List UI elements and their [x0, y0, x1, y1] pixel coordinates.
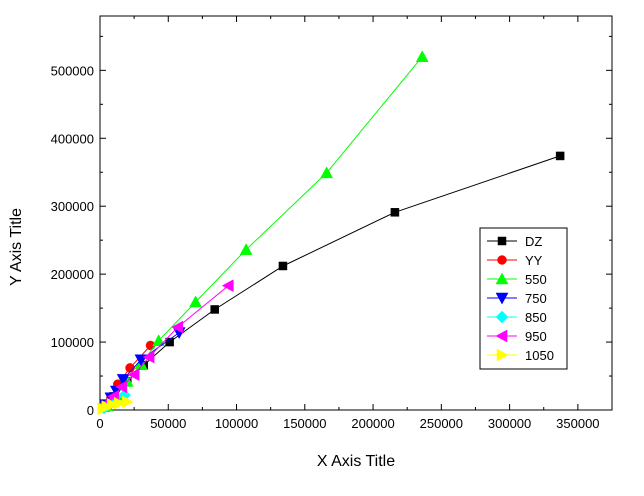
legend-marker [495, 292, 509, 305]
legend-label: 850 [525, 310, 547, 325]
data-point [116, 374, 130, 386]
legend-item: 1050 [487, 348, 554, 363]
x-tick-label: 300000 [488, 416, 531, 431]
data-point [278, 261, 288, 271]
data-point [239, 243, 253, 255]
legend-item: YY [487, 253, 543, 268]
plot-border [99, 15, 613, 411]
legend-label: DZ [525, 234, 542, 249]
y-tick-label: 0 [87, 403, 94, 418]
data-point [210, 305, 219, 314]
series-layer [97, 50, 565, 416]
y-tick-label: 400000 [51, 131, 94, 146]
legend-marker [497, 236, 507, 246]
data-point [221, 279, 234, 293]
data-point [171, 320, 184, 334]
data-point [122, 395, 134, 409]
x-tick-label: 200000 [351, 416, 394, 431]
y-tick-label: 500000 [51, 63, 94, 78]
legend-label: 750 [525, 291, 547, 306]
y-axis-title: Y Axis Title [8, 208, 25, 286]
data-point [142, 350, 155, 364]
legend-label: 550 [525, 272, 547, 287]
data-point [555, 151, 565, 161]
x-tick-label: 50000 [150, 416, 186, 431]
x-tick-label: 0 [96, 416, 103, 431]
legend-marker [496, 348, 509, 362]
legend-label: 1050 [525, 348, 554, 363]
x-tick-label: 250000 [420, 416, 463, 431]
data-point [415, 50, 429, 63]
axis-ticks: 0 50000 100000 150000 200000 250000 300000 3500… [51, 16, 613, 431]
legend-item: 750 [487, 291, 547, 306]
plot-frame [99, 15, 613, 411]
x-tick-label: 350000 [556, 416, 599, 431]
data-point [189, 295, 202, 308]
data-point [390, 208, 400, 217]
data-point [115, 380, 128, 394]
y-tick-label: 200000 [51, 267, 94, 282]
legend-item: 850 [487, 310, 547, 325]
data-point [152, 334, 166, 346]
legend: DZ YY 550 750 850 950 1050 [479, 227, 568, 370]
legend-item: DZ [487, 234, 542, 249]
legend-marker [495, 310, 509, 324]
legend-item: 550 [487, 272, 547, 287]
x-tick-label: 150000 [283, 416, 326, 431]
legend-marker [495, 272, 509, 285]
series-1050 [97, 395, 134, 416]
x-axis-title: X Axis Title [317, 453, 395, 470]
data-point [107, 398, 119, 411]
x-tick-label: 100000 [215, 416, 258, 431]
legend-label: 950 [525, 329, 547, 344]
legend-item: 950 [487, 329, 547, 344]
legend-marker [495, 329, 508, 343]
y-tick-label: 100000 [51, 335, 94, 350]
data-point [113, 396, 126, 410]
data-point [320, 166, 334, 179]
y-tick-label: 300000 [51, 199, 94, 214]
legend-label: YY [525, 253, 543, 268]
data-point [127, 368, 140, 382]
legend-marker [497, 255, 507, 265]
